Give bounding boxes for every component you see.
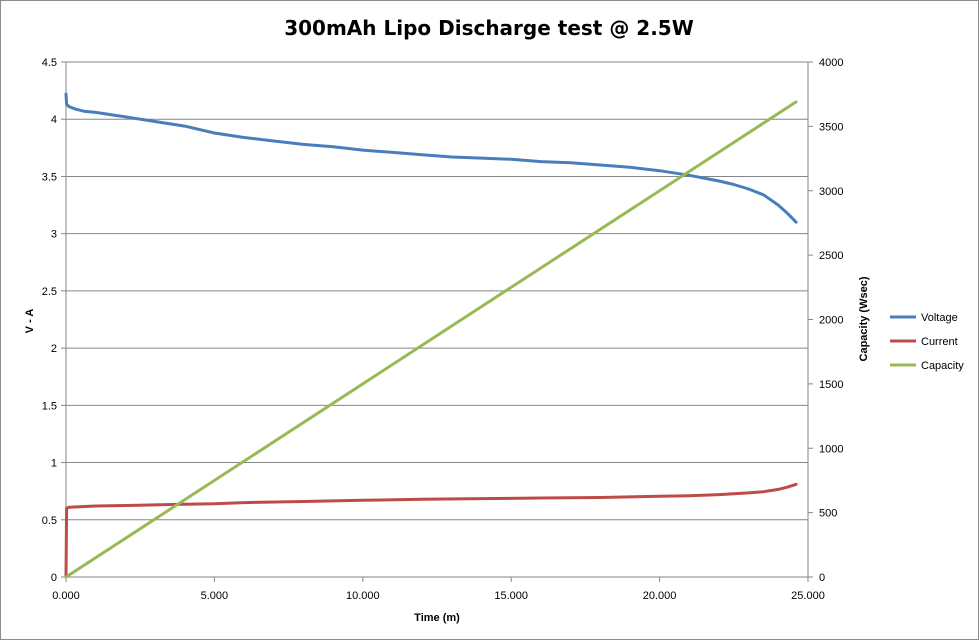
series-line-voltage — [64, 92, 798, 224]
y2-tick-label: 2000 — [819, 315, 843, 327]
y-tick-label: 3 — [51, 229, 57, 241]
y2-axis-title: Capacity (Wsec) — [858, 276, 870, 361]
y2-tick-label: 2500 — [819, 250, 843, 262]
series-lines — [64, 92, 798, 579]
y-tick-labels: 0 0.5 1 1.5 2 2.5 3 3.5 4 4.5 — [42, 57, 57, 584]
x-tick-label: 10.000 — [346, 590, 380, 602]
y-tick-label: 4 — [51, 114, 57, 126]
x-tick-label: 20.000 — [643, 590, 677, 602]
legend-label-capacity: Capacity — [921, 360, 964, 372]
y2-tick-label: 1000 — [819, 443, 843, 455]
y-tick-label: 0.5 — [42, 515, 57, 527]
y-tick-label: 4.5 — [42, 57, 57, 69]
x-tick-label: 5.000 — [201, 590, 229, 602]
y-tick-label: 3.5 — [42, 171, 57, 183]
legend-label-voltage: Voltage — [921, 312, 958, 324]
y2-tick-label: 4000 — [819, 57, 843, 69]
x-tick-labels: 0.000 5.000 10.000 15.000 20.000 25.000 — [52, 590, 825, 602]
y2-tick-label: 3500 — [819, 121, 843, 133]
y-tick-label: 0 — [51, 572, 57, 584]
y2-tick-label: 1500 — [819, 379, 843, 391]
y-tick-label: 1.5 — [42, 400, 57, 412]
y2-tick-label: 3000 — [819, 186, 843, 198]
gridlines — [66, 61, 808, 521]
y2-tick-label: 500 — [819, 508, 837, 520]
y-tick-label: 2.5 — [42, 286, 57, 298]
y2-tick-labels: 0 500 1000 1500 2000 2500 3000 3500 4000 — [819, 57, 843, 584]
y2-tick-label: 0 — [819, 572, 825, 584]
x-axis-title: Time (m) — [414, 612, 460, 624]
x-tick-label: 0.000 — [52, 590, 80, 602]
legend: Voltage Current Capacity — [890, 312, 964, 372]
x-tick-label: 15.000 — [494, 590, 528, 602]
x-tick-label: 25.000 — [791, 590, 825, 602]
y-axis-title: V - A — [24, 309, 36, 334]
y-tick-label: 1 — [51, 458, 57, 470]
series-line-capacity — [64, 100, 798, 579]
series-line-current — [64, 482, 798, 579]
legend-label-current: Current — [921, 336, 958, 348]
y-tick-label: 2 — [51, 343, 57, 355]
chart-title: 300mAh Lipo Discharge test @ 2.5W — [284, 16, 694, 40]
axes — [61, 61, 813, 582]
